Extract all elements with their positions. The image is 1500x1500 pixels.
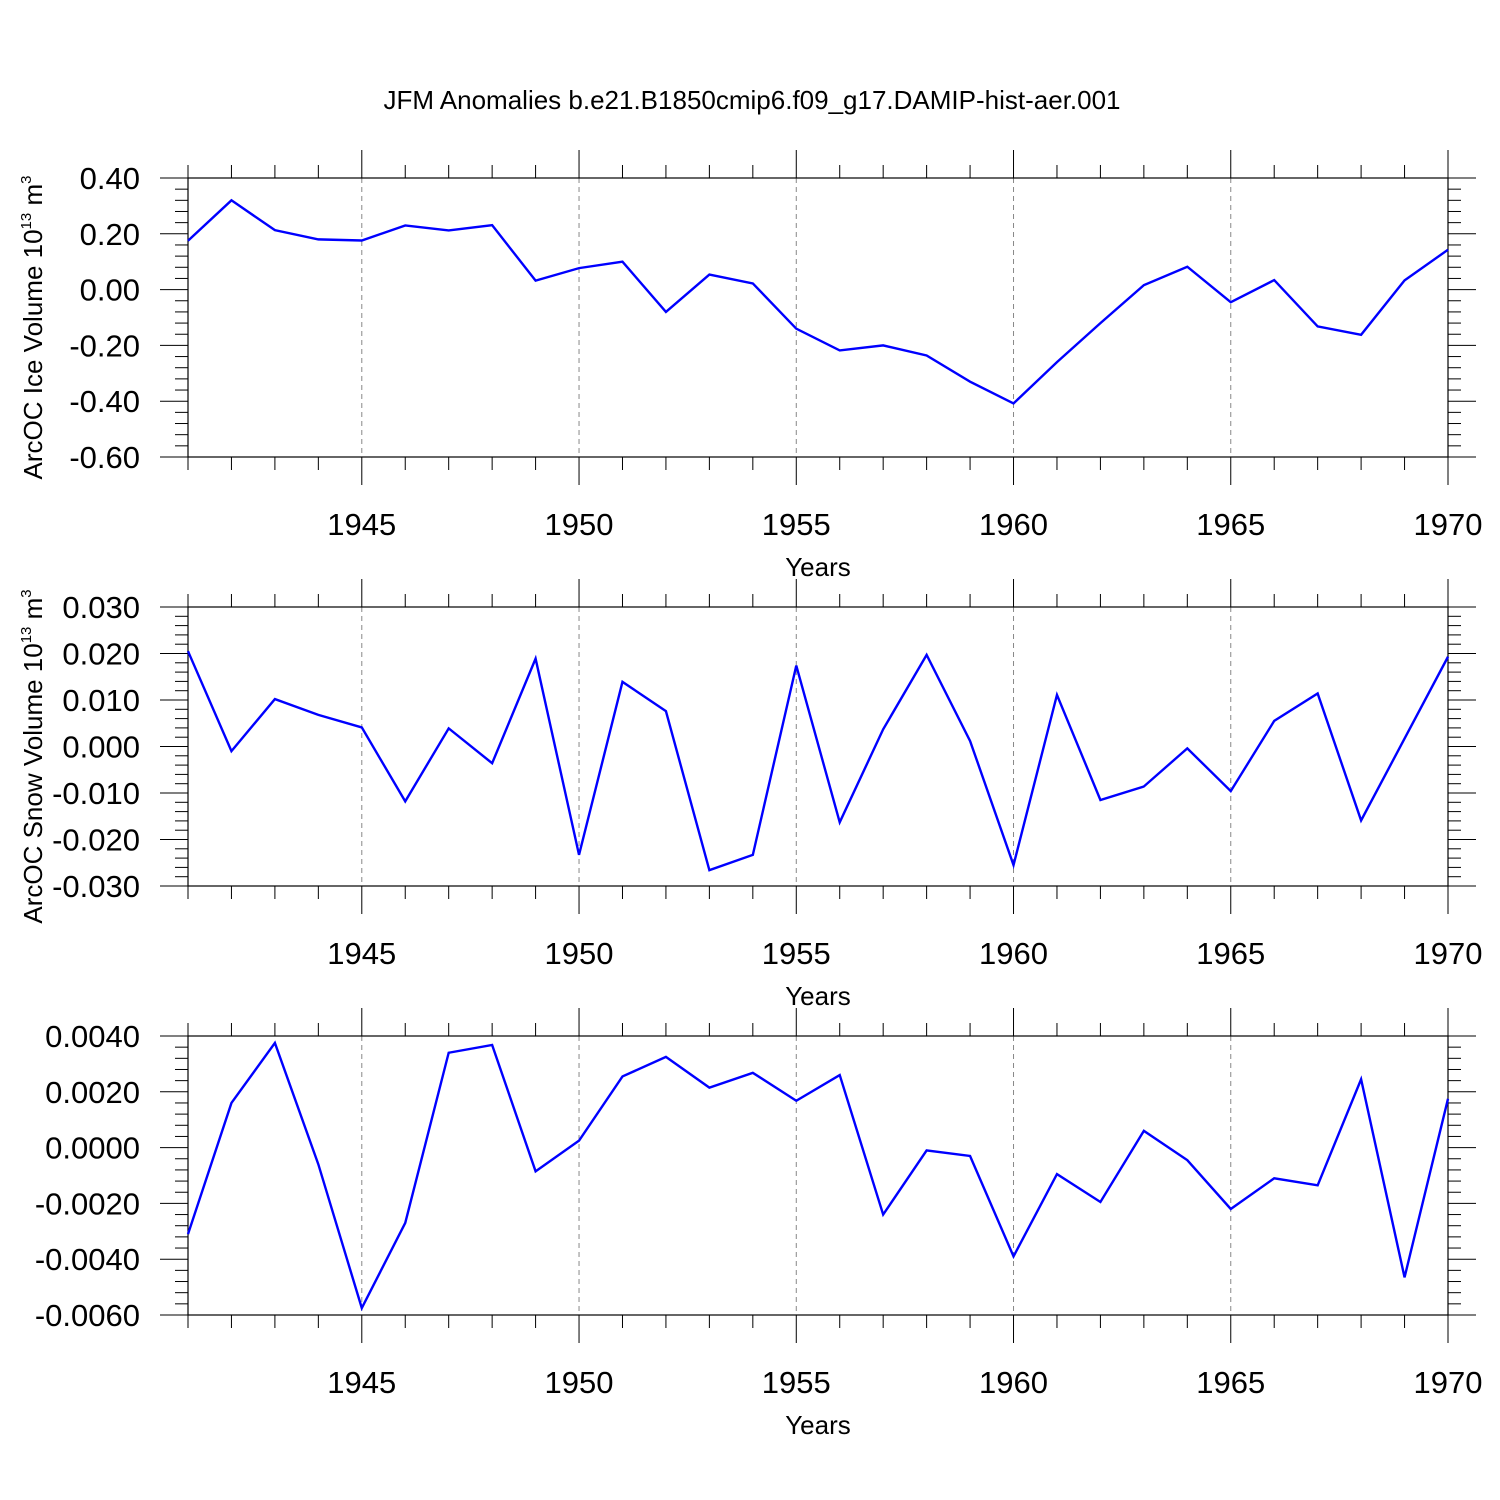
- x-tick-label: 1945: [327, 507, 396, 542]
- x-tick-label: 1945: [327, 1365, 396, 1400]
- series-line-1: [186, 1040, 1450, 1312]
- y-tick-label: -0.20: [69, 328, 140, 363]
- y-axis-label: ArcOC Snow Volume 1013 m3: [18, 589, 48, 923]
- x-tick-label: 1960: [979, 1365, 1048, 1400]
- y-tick-label: -0.0020: [35, 1186, 140, 1221]
- x-tick-label: 1950: [545, 1365, 614, 1400]
- x-axis-label: Years: [785, 981, 851, 1011]
- y-tick-label: 0.000: [62, 730, 140, 765]
- y-tick-label: -0.40: [69, 384, 140, 419]
- x-tick-label: 1965: [1196, 936, 1265, 971]
- panel-3: 1945 1950 1955 1960 1965 1970 Years 0.0040 0.002…: [35, 1008, 1483, 1440]
- series-line-1: [187, 198, 1449, 405]
- panel-1: 1945 1950 1955 1960 1965 1970 Years 0.40 0.20 0.0…: [18, 150, 1482, 582]
- series-line-1: [186, 650, 1450, 872]
- x-tick-label: 1945: [327, 936, 396, 971]
- y-tick-label: 0.20: [80, 217, 140, 252]
- y-tick-label: 0.40: [80, 161, 140, 196]
- y-tick-label: -0.010: [52, 776, 140, 811]
- y-tick-label: 0.010: [62, 683, 140, 718]
- x-tick-label: 1965: [1196, 507, 1265, 542]
- x-tick-label: 1955: [762, 1365, 831, 1400]
- figure-title: JFM Anomalies b.e21.B1850cmip6.f09_g17.D…: [383, 85, 1120, 115]
- x-tick-label: 1970: [1414, 507, 1483, 542]
- plot-frame: [187, 1035, 1449, 1316]
- x-tick-label: 1955: [762, 507, 831, 542]
- y-tick-label: -0.0040: [35, 1242, 140, 1277]
- y-tick-label: 0.0020: [45, 1075, 140, 1110]
- x-tick-label: 1950: [545, 936, 614, 971]
- x-axis-label: Years: [785, 1410, 851, 1440]
- x-tick-label: 1970: [1414, 936, 1483, 971]
- x-tick-label: 1960: [979, 936, 1048, 971]
- x-tick-label: 1950: [545, 507, 614, 542]
- x-tick-label: 1955: [762, 936, 831, 971]
- x-axis-label: Years: [785, 552, 851, 582]
- y-axis-label: ArcOC Ice Volume 1013 m3: [18, 176, 48, 480]
- y-tick-label: -0.020: [52, 823, 140, 858]
- y-tick-label: 0.0040: [45, 1019, 140, 1054]
- x-tick-label: 1965: [1196, 1365, 1265, 1400]
- y-tick-label: 0.00: [80, 273, 140, 308]
- y-tick-label: -0.0060: [35, 1298, 140, 1333]
- y-tick-label: -0.030: [52, 869, 140, 904]
- y-tick-label: 0.030: [62, 590, 140, 625]
- y-tick-label: 0.0000: [45, 1131, 140, 1166]
- y-tick-label: -0.60: [69, 440, 140, 475]
- panel-2: 1945 1950 1955 1960 1965 1970 Years 0.030 0.020 0…: [18, 579, 1482, 1011]
- plot-frame: [187, 177, 1449, 458]
- x-tick-label: 1960: [979, 507, 1048, 542]
- x-tick-label: 1970: [1414, 1365, 1483, 1400]
- y-tick-label: 0.020: [62, 637, 140, 672]
